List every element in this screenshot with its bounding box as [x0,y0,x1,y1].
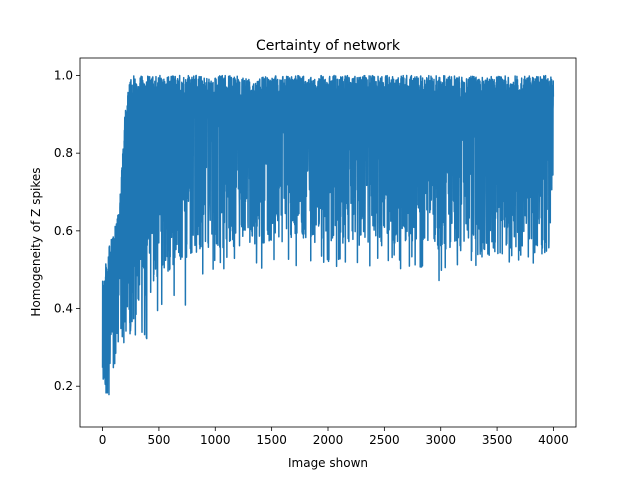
x-tick-label: 2000 [313,433,344,447]
x-tick-label: 1500 [256,433,287,447]
x-tick-label: 0 [99,433,107,447]
x-tick-label: 3000 [425,433,456,447]
y-tick-label: 0.2 [54,379,73,393]
chart-title: Certainty of network [256,38,401,54]
x-axis: 0 500 1000 1500 2000 2500 3000 3500 4000 [99,427,569,447]
y-tick-label: 1.0 [54,68,73,82]
series-line [101,74,555,396]
x-tick-label: 4000 [538,433,569,447]
x-axis-label: Image shown [288,456,368,470]
y-tick-label: 0.8 [54,146,73,160]
x-tick-label: 500 [147,433,170,447]
y-axis-label: Homogeneity of Z spikes [29,167,43,316]
y-tick-label: 0.6 [54,224,73,238]
x-tick-label: 1000 [200,433,231,447]
y-tick-label: 0.4 [54,302,73,316]
y-axis: 0.2 0.4 0.6 0.8 1.0 [54,68,80,393]
x-tick-label: 3500 [482,433,513,447]
x-tick-label: 2500 [369,433,400,447]
